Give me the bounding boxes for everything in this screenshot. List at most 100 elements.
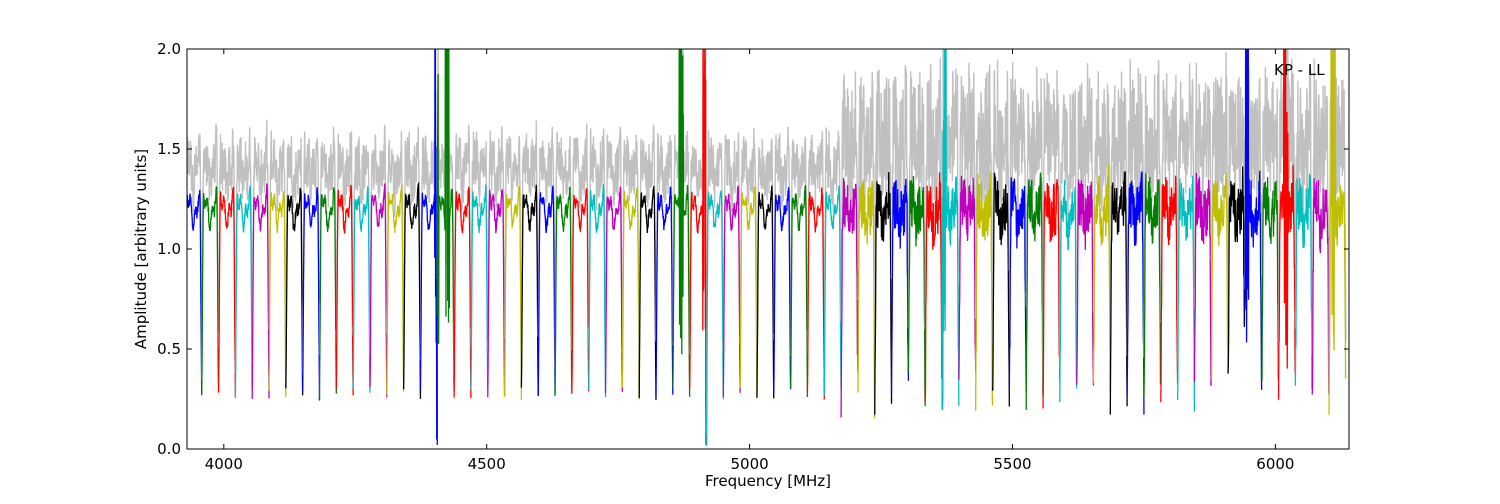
channel-bandpass-line <box>874 172 893 415</box>
channel-bandpass-line <box>268 191 287 398</box>
channel-bandpass-line <box>588 184 607 398</box>
channel-bandpass-line <box>1244 49 1263 390</box>
channel-raw-line <box>436 49 455 350</box>
channel-bandpass-line <box>1075 179 1095 386</box>
channel-raw-line <box>352 136 371 353</box>
channel-bandpass-line <box>1311 178 1330 395</box>
channel-raw-line <box>1126 59 1145 372</box>
channel-bandpass-line <box>1328 49 1347 415</box>
series-layer <box>187 49 1347 446</box>
channel-bandpass-line <box>419 49 438 446</box>
chart-annotation: KP - LL <box>1274 61 1325 79</box>
channel-raw-line <box>874 69 893 380</box>
channel-bandpass-line <box>453 186 472 399</box>
x-tick-label: 6000 <box>1256 455 1294 473</box>
channel-bandpass-line <box>571 188 590 393</box>
channel-bandpass-line <box>1227 166 1246 374</box>
channel-bandpass-line <box>1025 172 1044 411</box>
channel-raw-line <box>588 128 607 366</box>
channel-raw-line <box>739 128 758 372</box>
channel-bandpass-line <box>975 172 994 411</box>
channel-raw-line <box>638 124 657 359</box>
channel-raw-line <box>655 133 674 355</box>
channel-bandpass-line <box>352 185 371 393</box>
channel-bandpass-line <box>638 186 657 400</box>
channel-raw-line <box>318 126 338 356</box>
channel-bandpass-line <box>302 187 321 401</box>
channel-raw-line <box>823 127 842 379</box>
channel-bandpass-line <box>958 175 977 380</box>
channel-bandpass-line <box>201 186 220 396</box>
channel-raw-line <box>1075 63 1095 309</box>
channel-raw-line <box>520 120 539 363</box>
channel-raw-line <box>991 59 1011 345</box>
channel-bandpass-line <box>655 186 674 396</box>
channel-raw-line <box>554 131 573 378</box>
channel-bandpass-line <box>756 185 775 399</box>
channel-raw-line <box>1059 90 1078 370</box>
x-tick-label: 5000 <box>731 455 769 473</box>
channel-raw-line <box>1160 73 1179 328</box>
channel-raw-line <box>201 123 220 380</box>
channel-bandpass-line <box>285 187 304 396</box>
y-tick-label: 2.0 <box>157 40 181 58</box>
channel-bandpass-line <box>823 185 842 396</box>
channel-raw-line <box>1042 70 1061 386</box>
channel-raw-line <box>806 131 825 355</box>
channel-bandpass-line <box>187 189 203 394</box>
channel-raw-line <box>386 130 405 375</box>
channel-raw-line <box>217 128 237 369</box>
channel-raw-line <box>890 65 910 352</box>
channel-raw-line <box>285 136 304 365</box>
y-tick-label: 0.0 <box>157 440 181 458</box>
channel-bandpass-line <box>1143 173 1162 399</box>
channel-raw-line <box>537 126 556 343</box>
channel-bandpass-line <box>537 185 556 397</box>
channel-bandpass-line <box>503 185 523 400</box>
channel-bandpass-line <box>1042 179 1061 409</box>
channel-bandpass-line <box>251 182 270 399</box>
channel-raw-line <box>1025 67 1044 353</box>
channel-raw-line <box>1277 49 1297 365</box>
channel-bandpass-line <box>789 184 809 397</box>
channel-raw-line <box>789 136 809 361</box>
channel-bandpass-line <box>234 184 253 398</box>
channel-raw-line <box>1328 49 1347 396</box>
channel-bandpass-line <box>436 49 455 391</box>
channel-bandpass-line <box>857 179 876 419</box>
channel-bandpass-line <box>621 187 640 400</box>
channel-bandpass-line <box>369 183 388 398</box>
channel-raw-line <box>756 138 775 351</box>
channel-bandpass-line <box>773 187 792 394</box>
channel-raw-line <box>470 131 489 368</box>
channel-bandpass-line <box>318 187 337 399</box>
channel-bandpass-line <box>840 177 859 418</box>
channel-raw-line <box>335 131 354 378</box>
channel-bandpass-line <box>924 172 943 402</box>
y-tick-label: 1.0 <box>157 240 181 258</box>
channel-bandpass-line <box>386 183 405 395</box>
channel-raw-line <box>722 132 741 359</box>
channel-raw-line <box>958 62 977 328</box>
channel-bandpass-line <box>689 49 707 446</box>
channel-raw-line <box>1210 52 1229 352</box>
channel-raw-line <box>907 71 926 329</box>
channel-raw-line <box>1109 71 1128 355</box>
channel-bandpass-line <box>907 176 926 407</box>
channel-bandpass-line <box>1261 177 1280 382</box>
channel-raw-line <box>1244 49 1263 327</box>
channel-raw-line <box>924 57 943 330</box>
x-axis-label: Frequency [MHz] <box>705 472 831 490</box>
y-axis-label: Amplitude [arbitrary units] <box>132 149 150 349</box>
channel-bandpass-line <box>1160 175 1179 403</box>
channel-bandpass-line <box>554 186 573 396</box>
channel-bandpass-line <box>487 189 506 398</box>
channel-bandpass-line <box>806 187 825 400</box>
channel-bandpass-line <box>1210 173 1229 380</box>
channel-bandpass-line <box>604 186 624 393</box>
channel-raw-line <box>504 135 523 351</box>
channel-bandpass-line <box>402 181 422 400</box>
channel-raw-line <box>487 126 506 356</box>
channel-bandpass-line <box>1126 171 1145 415</box>
